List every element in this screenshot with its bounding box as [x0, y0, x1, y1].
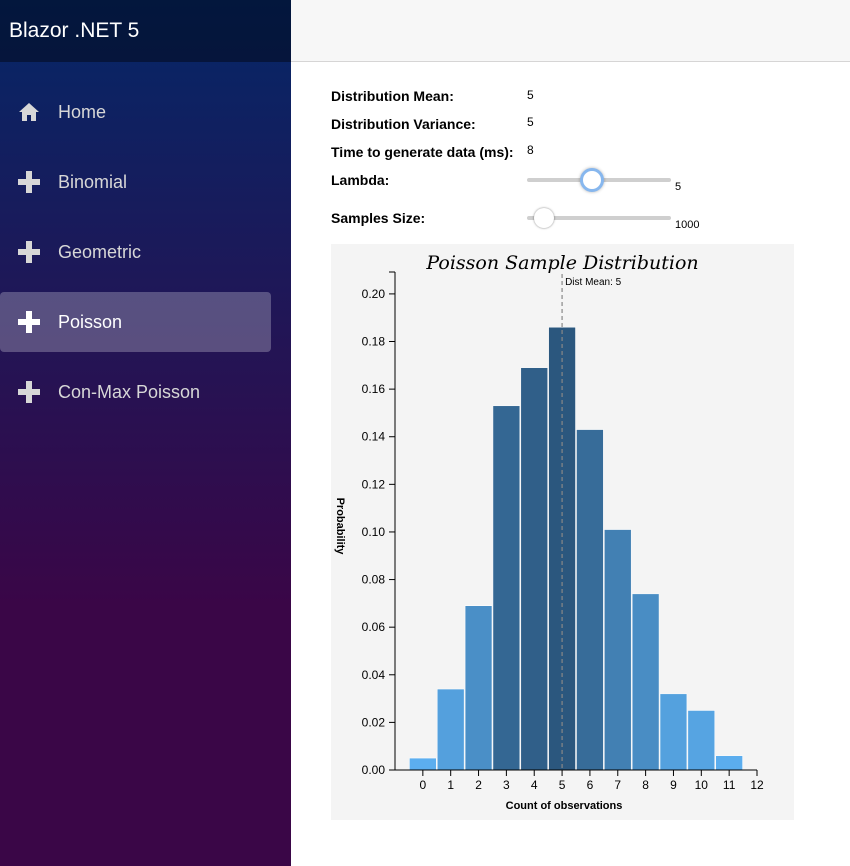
y-tick-label: 0.14 — [362, 430, 386, 444]
y-tick-label: 0.18 — [362, 335, 386, 349]
sidebar-item-home[interactable]: Home — [0, 82, 271, 142]
y-tick-label: 0.04 — [362, 668, 386, 682]
chart-title: Poisson Sample Distribution — [426, 252, 699, 274]
sidebar-item-label: Home — [58, 101, 107, 122]
chart-bar — [576, 429, 604, 771]
x-tick-label: 7 — [614, 778, 621, 792]
sidebar-item-con-max-poisson[interactable]: Con-Max Poisson — [0, 362, 271, 422]
samples-value: 1000 — [675, 219, 700, 231]
chart-bar — [631, 593, 660, 771]
chart-bar — [437, 688, 465, 771]
poisson-chart: 0.00 0.02 0.04 0.06 0.08 0.10 0.12 0.14 0.16 0.18… — [334, 271, 764, 812]
chart-bar — [715, 755, 743, 771]
x-tick-label: 6 — [587, 778, 594, 792]
y-axis-label: Probability — [334, 498, 346, 556]
lambda-slider[interactable] — [527, 168, 671, 192]
plus-icon — [17, 170, 41, 194]
chart-panel: Poisson Sample Distribution 0.00 0.02 0.04… — [331, 244, 794, 820]
sidebar-item-geometric[interactable]: Geometric — [0, 222, 271, 282]
x-tick-label: 9 — [670, 778, 677, 792]
chart-bar — [659, 693, 688, 771]
plus-icon — [17, 310, 41, 334]
x-tick-label: 1 — [447, 778, 454, 792]
y-tick-label: 0.10 — [362, 525, 386, 539]
variance-label: Distribution Variance: — [331, 116, 476, 132]
brand-link[interactable]: Blazor .NET 5 — [9, 19, 140, 42]
time-label: Time to generate data (ms): — [331, 144, 514, 160]
mean-annotation: Dist Mean: 5 — [565, 277, 622, 288]
home-icon — [17, 100, 41, 124]
chart-bar — [520, 367, 548, 771]
plus-icon — [17, 240, 41, 264]
nav-menu: Home Binomial Geometric Poisson — [0, 62, 291, 422]
variance-value: 5 — [527, 115, 534, 129]
sidebar-item-label: Geometric — [58, 241, 142, 262]
chart-bar — [409, 757, 437, 771]
sidebar-item-label: Con-Max Poisson — [58, 381, 201, 402]
lambda-label: Lambda: — [331, 172, 390, 188]
sidebar-item-binomial[interactable]: Binomial — [0, 152, 271, 212]
y-tick-label: 0.08 — [362, 573, 386, 587]
x-tick-label: 2 — [475, 778, 482, 792]
x-tick-label: 0 — [420, 778, 427, 792]
x-tick-label: 8 — [642, 778, 649, 792]
brand-bar: Blazor .NET 5 — [0, 0, 291, 62]
chart-bar — [604, 529, 632, 771]
chart-bar — [464, 605, 493, 771]
chart-bar — [687, 710, 715, 771]
y-tick-label: 0.16 — [362, 382, 386, 396]
chart-bar — [492, 405, 521, 771]
sidebar-item-poisson[interactable]: Poisson — [0, 292, 271, 352]
top-row — [291, 0, 850, 62]
samples-slider-thumb[interactable] — [534, 208, 555, 228]
lambda-slider-thumb[interactable] — [579, 168, 604, 192]
x-tick-label: 11 — [723, 778, 736, 792]
x-tick-label: 5 — [559, 778, 566, 792]
samples-slider[interactable] — [527, 208, 671, 228]
y-tick-label: 0.00 — [362, 763, 386, 777]
x-axis-label: Count of observations — [506, 800, 623, 812]
y-tick-label: 0.20 — [362, 287, 386, 301]
sidebar-item-label: Binomial — [58, 171, 128, 192]
x-tick-label: 4 — [531, 778, 538, 792]
time-value: 8 — [527, 143, 534, 157]
plus-icon — [17, 380, 41, 404]
x-tick-label: 10 — [695, 778, 709, 792]
y-tick-label: 0.12 — [362, 477, 386, 491]
lambda-value: 5 — [675, 181, 682, 193]
mean-value: 5 — [527, 88, 534, 102]
sidebar: Blazor .NET 5 Home Binomial Geometric — [0, 0, 291, 866]
x-tick-label: 3 — [503, 778, 510, 792]
y-tick-label: 0.06 — [362, 620, 386, 634]
y-tick-label: 0.02 — [362, 715, 386, 729]
samples-label: Samples Size: — [331, 210, 426, 226]
mean-label: Distribution Mean: — [331, 88, 454, 104]
x-tick-label: 12 — [750, 778, 764, 792]
sidebar-item-label: Poisson — [58, 311, 123, 332]
